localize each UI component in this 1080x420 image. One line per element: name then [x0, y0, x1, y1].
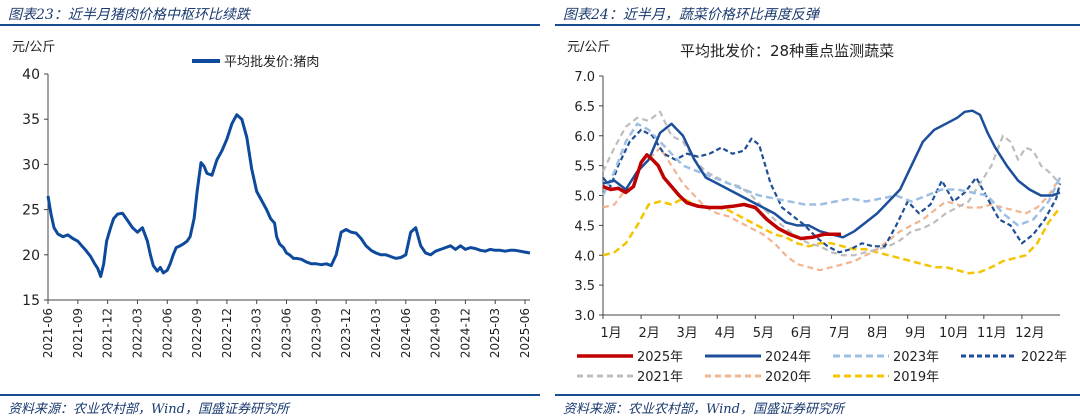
x-tick-label-2025-03: 2025-03: [488, 308, 502, 358]
y-tick-label-3-5: 3.5: [574, 279, 595, 294]
x-tick-label-12: 12月: [1015, 326, 1045, 341]
y-tick-label-7-0: 7.0: [574, 70, 595, 85]
x-tick-label-6: 6月: [791, 326, 812, 341]
y-tick-label-3-0: 3.0: [574, 309, 595, 324]
x-tick-label-2023-03: 2023-03: [250, 308, 264, 358]
x-tick-label-3: 3月: [677, 326, 698, 341]
x-tick-label-8: 8月: [867, 326, 888, 341]
unit-label: 元/公斤: [567, 40, 610, 55]
series-line-2021: [602, 110, 1061, 257]
legend-label: 平均批发价:猪肉: [224, 54, 319, 70]
source-note: 资料来源：农业农村部，Wind，国盛证券研究所: [8, 402, 289, 417]
vegetable-price-chart: 元/公斤 平均批发价：28种重点监测蔬菜 3.0 3.5 4.0 4.5 5.0 5.5 6.0…: [567, 40, 1067, 385]
chart-title: 平均批发价：28种重点监测蔬菜: [680, 42, 894, 60]
figure-title: 图表24：近半月，蔬菜价格环比再度反弹: [563, 7, 819, 23]
x-tick-label-2022-09: 2022-09: [190, 308, 204, 358]
x-tick-label-1: 1月: [600, 326, 621, 341]
legend-label-2021: 2021年: [637, 370, 683, 385]
bottom-rule: [0, 394, 540, 396]
x-tick-label-5: 5月: [753, 326, 774, 341]
y-tick-label-4-5: 4.5: [574, 219, 595, 234]
x-tick-label-9: 9月: [905, 326, 926, 341]
x-tick-label-11: 11月: [977, 326, 1007, 341]
y-tick-label-5-0: 5.0: [574, 190, 595, 205]
x-tick-label-2023-09: 2023-09: [309, 308, 323, 358]
y-tick-label-40: 40: [22, 67, 40, 83]
x-tick-label-2022-03: 2022-03: [130, 308, 144, 358]
series-line-2023: [601, 122, 1062, 227]
x-tick-label-2025-06: 2025-06: [518, 308, 532, 358]
pork-price-chart: 元/公斤 15 20 25 30 35 40 2021-06 2021-09 2021-12 202…: [12, 40, 532, 358]
x-tick-label-2024-03: 2024-03: [369, 308, 383, 358]
series-line-2022: [602, 128, 1062, 254]
legend-label-2019: 2019年: [893, 370, 939, 385]
bottom-rule: [555, 394, 1080, 396]
series-line-2020: [602, 146, 1061, 272]
y-tick-label-4-0: 4.0: [574, 249, 595, 264]
x-tick-label-2024-06: 2024-06: [399, 308, 413, 358]
series-line-2019: [602, 197, 1061, 275]
x-tick-label-4: 4月: [715, 326, 736, 341]
left-panel: 图表23：近半月猪肉价格中枢环比续跌 元/公斤 15 20 25 30 35 40 2021-…: [0, 7, 540, 417]
y-tick-label-15: 15: [22, 293, 40, 309]
legend-label-2024: 2024年: [765, 350, 811, 365]
y-tick-label-20: 20: [22, 248, 40, 264]
x-tick-label-2021-09: 2021-09: [71, 308, 85, 358]
x-tick-label-2024-12: 2024-12: [458, 308, 472, 358]
source-note: 资料来源：农业农村部，Wind，国盛证券研究所: [563, 402, 844, 417]
x-tick-label-7: 7月: [829, 326, 850, 341]
series-line-2024: [602, 109, 1061, 239]
y-tick-label-6-0: 6.0: [574, 130, 595, 145]
x-tick-label-2021-06: 2021-06: [41, 308, 55, 358]
legend-label-2020: 2020年: [765, 370, 811, 385]
x-tick-label-2021-12: 2021-12: [101, 308, 115, 358]
y-tick-label-30: 30: [22, 157, 40, 173]
x-tick-label-2023-06: 2023-06: [280, 308, 294, 358]
x-tick-label-2022-06: 2022-06: [160, 308, 174, 358]
x-tick-label-2023-12: 2023-12: [339, 308, 353, 358]
x-tick-label-2: 2月: [638, 326, 659, 341]
y-tick-label-6-5: 6.5: [574, 100, 595, 115]
right-panel: 图表24：近半月，蔬菜价格环比再度反弹 元/公斤 平均批发价：28种重点监测蔬菜 3…: [555, 0, 1080, 420]
y-tick-label-35: 35: [22, 112, 40, 128]
legend-label-2025: 2025年: [637, 350, 683, 365]
y-tick-label-5-5: 5.5: [574, 160, 595, 175]
x-tick-label-2024-09: 2024-09: [429, 308, 443, 358]
unit-label: 元/公斤: [12, 40, 55, 55]
series-line-pork: [46, 113, 531, 278]
legend-label-2023: 2023年: [893, 350, 939, 365]
x-tick-label-2022-12: 2022-12: [220, 308, 234, 358]
legend-label-2022: 2022年: [1021, 350, 1067, 365]
figure-title: 图表23：近半月猪肉价格中枢环比续跌: [8, 7, 250, 23]
top-rule: [0, 24, 540, 26]
series-line-2025: [602, 153, 841, 241]
y-tick-label-25: 25: [22, 203, 40, 219]
x-tick-label-10: 10月: [939, 326, 969, 341]
top-rule: [555, 24, 1080, 26]
